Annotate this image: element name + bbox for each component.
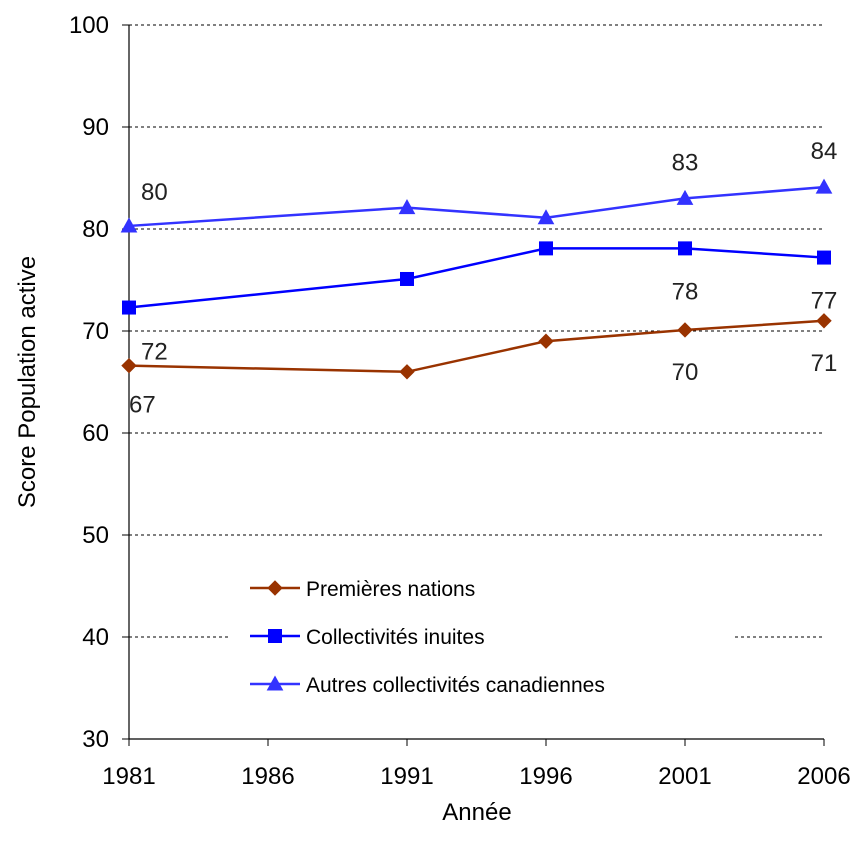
- data-label: 80: [141, 179, 168, 206]
- y-tick-label: 100: [69, 12, 109, 39]
- data-label: 72: [141, 339, 168, 366]
- y-tick-label: 40: [82, 624, 109, 651]
- data-point: [538, 333, 554, 349]
- data-point: [816, 313, 832, 329]
- data-label: 84: [811, 138, 838, 165]
- legend-marker: [267, 580, 283, 596]
- data-point: [537, 209, 555, 225]
- data-label: 83: [672, 149, 699, 176]
- y-tick-label: 30: [82, 726, 109, 753]
- x-tick-label: 2006: [797, 763, 850, 790]
- legend-label: Autres collectivités canadiennes: [306, 674, 605, 697]
- data-label: 77: [811, 288, 838, 315]
- series-line: [128, 185, 825, 228]
- legend-box: [228, 568, 733, 706]
- x-tick-label: 2001: [658, 763, 711, 790]
- y-tick-label: 90: [82, 114, 109, 141]
- y-axis-title: Score Population active: [14, 256, 41, 508]
- x-tick-label: 1981: [102, 763, 155, 790]
- data-point: [400, 271, 414, 286]
- y-tick-label: 80: [82, 216, 109, 243]
- series-line: [128, 319, 825, 374]
- x-tick-label: 1996: [519, 763, 572, 790]
- legend: Premières nations Collectivités inuites Au…: [228, 568, 733, 706]
- y-tick-label: 50: [82, 522, 109, 549]
- data-labels: 67 70 71 72 78 77 80 83 84: [129, 138, 837, 419]
- x-tick-label: 1991: [380, 763, 433, 790]
- legend-label: Collectivités inuites: [306, 626, 485, 649]
- data-point: [677, 322, 693, 338]
- data-point: [120, 217, 138, 233]
- data-point: [398, 199, 416, 215]
- x-axis-title: Année: [442, 799, 511, 826]
- data-label: 78: [672, 278, 699, 305]
- y-tick-label: 70: [82, 318, 109, 345]
- data-point: [399, 364, 415, 380]
- gridlines: [129, 24, 824, 638]
- data-label: 70: [672, 359, 699, 386]
- legend-marker: [266, 675, 284, 691]
- data-label: 71: [811, 350, 838, 377]
- series-line: [128, 247, 825, 309]
- data-point: [815, 178, 833, 194]
- legend-marker: [268, 629, 282, 643]
- series-lines: [120, 178, 833, 380]
- y-tick-label: 60: [82, 420, 109, 447]
- data-point: [817, 250, 831, 265]
- axes: 30 40 50 60 70 80 90 100 1981 1986 1991 1996 2001 200…: [69, 12, 851, 790]
- data-point: [678, 241, 692, 256]
- x-tick-label: 1986: [241, 763, 294, 790]
- legend-label: Premières nations: [306, 578, 475, 601]
- data-point: [539, 241, 553, 256]
- data-point: [676, 189, 694, 205]
- data-point: [121, 357, 137, 374]
- data-point: [122, 300, 136, 315]
- data-label: 67: [129, 392, 156, 419]
